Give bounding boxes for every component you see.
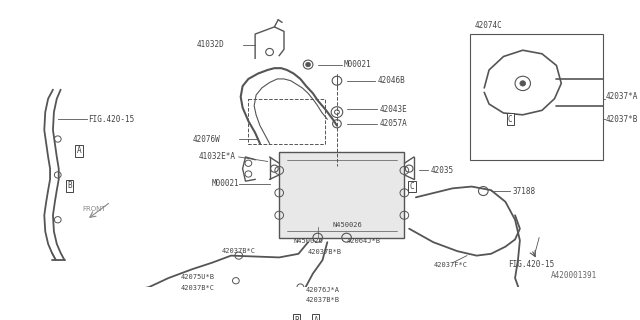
Text: A420001391: A420001391 xyxy=(550,271,597,280)
Text: 42037B*C: 42037B*C xyxy=(221,248,255,254)
Text: A: A xyxy=(314,316,318,320)
Text: 42074C: 42074C xyxy=(475,20,502,30)
Text: 37188: 37188 xyxy=(512,187,535,196)
Text: 42043E: 42043E xyxy=(380,105,407,114)
Text: 42037F*C: 42037F*C xyxy=(433,261,467,268)
Text: 42075U*B: 42075U*B xyxy=(181,274,215,280)
Text: FIG.420-15: FIG.420-15 xyxy=(508,260,555,269)
Text: B: B xyxy=(294,316,299,320)
Text: 42037B*B: 42037B*B xyxy=(306,298,340,303)
Text: N450026: N450026 xyxy=(332,222,362,228)
Text: 41032E*A: 41032E*A xyxy=(198,152,236,162)
Text: C: C xyxy=(508,115,513,124)
Text: 42037B*C: 42037B*C xyxy=(181,285,215,291)
Text: 42064J*B: 42064J*B xyxy=(347,238,381,244)
Text: C: C xyxy=(410,182,414,191)
Circle shape xyxy=(520,81,525,86)
Text: 42037*A: 42037*A xyxy=(605,92,638,101)
Text: 42076W: 42076W xyxy=(193,134,220,144)
Bar xyxy=(248,99,325,143)
Text: A: A xyxy=(77,146,81,155)
Text: N450026: N450026 xyxy=(294,238,323,244)
Text: 42037*B: 42037*B xyxy=(605,115,638,124)
Text: 41032D: 41032D xyxy=(196,40,224,49)
Bar xyxy=(470,34,603,160)
Text: FIG.420-15: FIG.420-15 xyxy=(88,115,135,124)
Text: FRONT: FRONT xyxy=(83,206,106,212)
Circle shape xyxy=(306,62,310,67)
Text: B: B xyxy=(67,181,72,190)
Text: 42037B*B: 42037B*B xyxy=(308,249,342,255)
Text: 42046B: 42046B xyxy=(378,76,405,85)
Text: M00021: M00021 xyxy=(344,60,371,69)
Bar xyxy=(279,152,404,238)
Text: 42057A: 42057A xyxy=(380,119,407,128)
Text: 42035: 42035 xyxy=(430,166,454,175)
Text: M00021: M00021 xyxy=(212,180,239,188)
Text: 42076J*A: 42076J*A xyxy=(306,287,340,293)
